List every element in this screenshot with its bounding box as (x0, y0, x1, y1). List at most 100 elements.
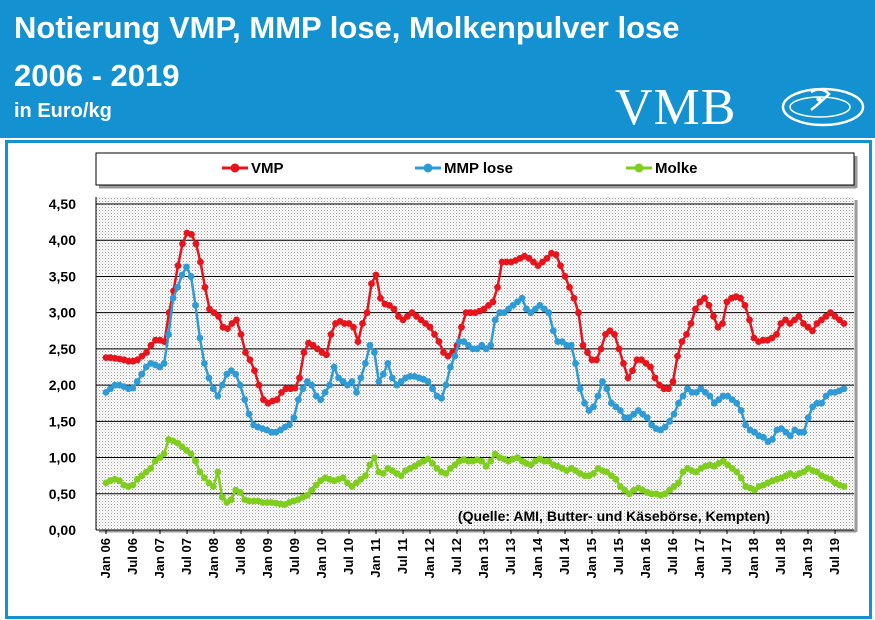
data-point-mmp-lose (429, 385, 436, 393)
data-point-vmp (494, 283, 501, 291)
y-tick-label: 3,50 (49, 268, 76, 284)
data-point-mmp-lose (321, 389, 329, 396)
x-tick-label: Jan 13 (476, 538, 491, 578)
x-tick-label: Jul 10 (341, 538, 356, 575)
x-tick-label: Jan 09 (260, 538, 275, 578)
data-point-vmp (737, 294, 744, 302)
data-point-molke (733, 468, 741, 476)
data-point-vmp (278, 389, 285, 396)
data-point-molke (429, 460, 436, 467)
y-tick-label: 2,50 (49, 341, 76, 357)
data-point-vmp (368, 280, 375, 288)
data-point-molke (603, 468, 611, 476)
data-point-mmp-lose (348, 378, 356, 385)
data-point-mmp-lose (438, 394, 445, 402)
data-point-mmp-lose (165, 331, 173, 338)
x-tick-label: Jan 15 (584, 538, 599, 578)
data-point-mmp-lose (840, 385, 848, 393)
legend-marker-molke (634, 163, 644, 173)
data-point-mmp-lose (558, 338, 566, 345)
data-point-vmp (552, 251, 560, 259)
data-point-mmp-lose (760, 433, 767, 441)
data-point-vmp (134, 356, 141, 364)
data-point-vmp (458, 323, 465, 331)
data-point-mmp-lose (138, 370, 146, 378)
data-point-molke (209, 483, 217, 490)
data-point-mmp-lose (196, 334, 204, 342)
data-point-vmp (323, 351, 330, 359)
data-point-vmp (746, 316, 753, 324)
data-point-mmp-lose (804, 414, 812, 422)
x-tick-label: Jul 18 (773, 538, 788, 575)
x-tick-label: Jul 17 (719, 538, 734, 575)
data-point-molke (397, 472, 405, 480)
x-tick-label: Jan 16 (638, 538, 653, 578)
data-point-vmp (224, 325, 231, 332)
data-point-mmp-lose (670, 410, 678, 418)
data-point-mmp-lose (693, 389, 700, 396)
data-point-molke (160, 450, 168, 458)
x-tick-label: Jul 16 (665, 538, 680, 575)
data-point-mmp-lose (169, 294, 177, 302)
data-point-mmp-lose (540, 305, 548, 313)
x-tick-label: Jan 19 (800, 538, 815, 578)
y-tick-label: 1,50 (49, 413, 76, 429)
unit-label: in Euro/kg (14, 100, 112, 122)
x-tick-label: Jan 07 (152, 538, 167, 578)
data-point-mmp-lose (442, 381, 450, 389)
legend-marker-vmp (230, 163, 240, 173)
data-point-mmp-lose (317, 396, 325, 403)
data-point-molke (227, 496, 235, 503)
data-point-molke (214, 468, 222, 476)
data-point-molke (675, 479, 682, 487)
data-point-vmp (296, 374, 303, 382)
data-point-mmp-lose (388, 374, 396, 382)
data-point-mmp-lose (178, 271, 186, 279)
data-point-molke (312, 481, 320, 489)
x-tick-label: Jul 06 (125, 538, 140, 575)
data-point-vmp (561, 273, 569, 280)
data-point-vmp (575, 309, 582, 317)
data-point-mmp-lose (603, 385, 611, 393)
x-tick-label: Jul 09 (287, 538, 302, 575)
data-point-vmp (840, 320, 848, 327)
data-point-vmp (584, 349, 591, 356)
data-point-vmp (359, 320, 366, 327)
data-point-vmp (683, 331, 690, 338)
data-point-molke (442, 470, 450, 477)
x-tick-label: Jul 15 (611, 538, 626, 575)
x-tick-label: Jul 14 (557, 537, 572, 575)
x-tick-label: Jan 14 (530, 537, 545, 578)
data-point-vmp (215, 312, 222, 320)
data-point-mmp-lose (599, 378, 606, 385)
data-point-vmp (327, 331, 335, 338)
data-point-vmp (624, 374, 632, 382)
data-point-molke (840, 483, 848, 490)
data-point-vmp (377, 294, 384, 302)
data-point-vmp (237, 331, 245, 338)
data-point-mmp-lose (545, 309, 553, 317)
data-point-molke (116, 477, 123, 485)
data-point-mmp-lose (371, 349, 378, 356)
data-point-mmp-lose (567, 341, 575, 349)
data-point-vmp (233, 316, 240, 324)
data-point-vmp (350, 323, 357, 331)
data-point-vmp (800, 320, 807, 327)
data-point-vmp (345, 320, 353, 327)
data-point-molke (751, 486, 758, 494)
data-point-mmp-lose (594, 392, 602, 400)
data-point-vmp (714, 323, 722, 331)
data-point-molke (362, 472, 369, 480)
data-point-mmp-lose (183, 263, 190, 271)
x-tick-label: Jan 10 (314, 538, 329, 578)
data-point-vmp (188, 231, 195, 238)
data-point-vmp (557, 262, 564, 269)
data-point-vmp (678, 338, 686, 345)
source-note: (Quelle: AMI, Butter- und Käsebörse, Kem… (458, 508, 770, 524)
data-point-vmp (615, 345, 623, 353)
data-point-vmp (525, 254, 533, 262)
data-point-vmp (242, 349, 249, 356)
data-point-vmp (197, 258, 204, 266)
data-point-mmp-lose (733, 399, 741, 407)
y-tick-label: 4,00 (49, 232, 76, 248)
